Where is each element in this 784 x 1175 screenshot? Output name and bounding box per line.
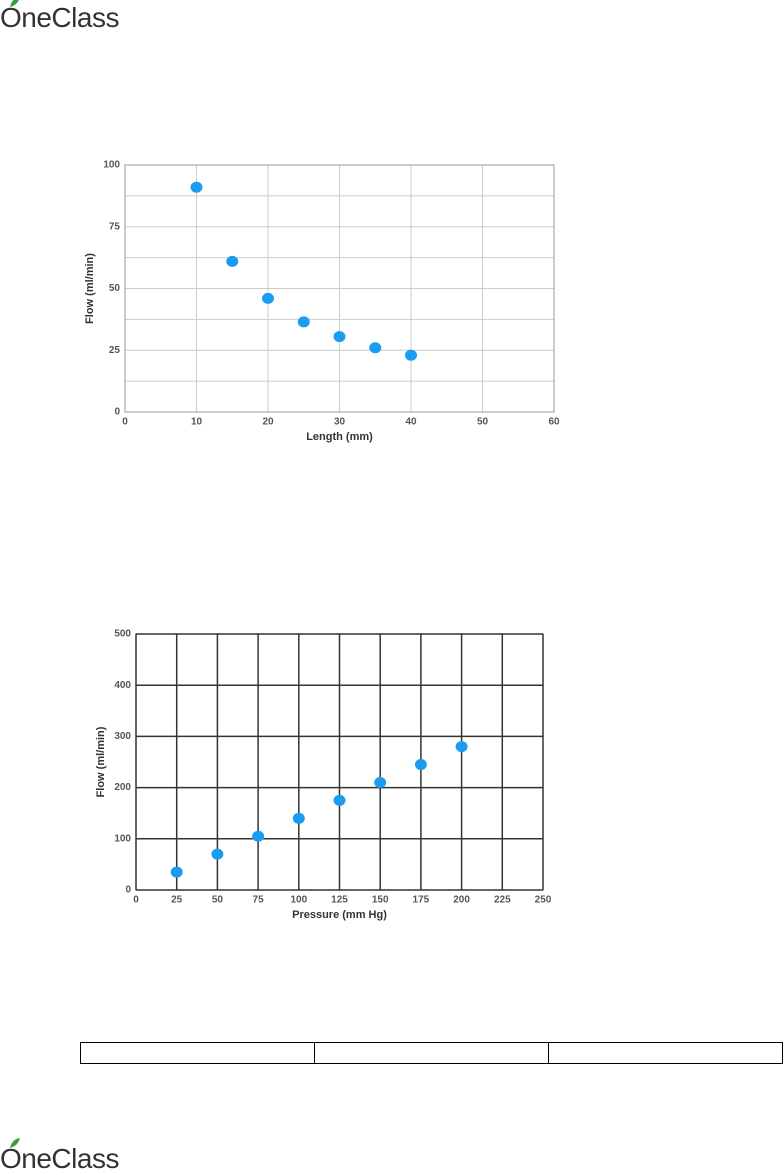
point: [252, 830, 265, 842]
logo: OneClass: [0, 1138, 119, 1175]
y-tick-label: 0: [125, 885, 131, 896]
x-tick-label: 50: [477, 417, 489, 428]
x-tick-label: 200: [453, 895, 470, 906]
x-tick-label: 20: [262, 417, 274, 428]
point: [405, 349, 417, 361]
point: [211, 848, 224, 860]
point: [170, 866, 183, 878]
y-tick-label: 200: [114, 782, 131, 793]
plot-frame: [135, 633, 544, 891]
point: [455, 741, 468, 753]
point: [292, 812, 305, 824]
logo: OneClass: [0, 0, 119, 34]
point: [297, 316, 310, 328]
x-tick-label: 10: [191, 417, 203, 428]
point: [226, 255, 239, 267]
point: [369, 342, 382, 354]
logo-text: OneClass: [0, 2, 119, 33]
x-tick-label: 30: [334, 417, 346, 428]
x-tick-label: 225: [494, 895, 511, 906]
y-tick-label: 100: [114, 833, 131, 844]
logo-text: OneClass: [0, 1143, 119, 1174]
x-tick-label: 75: [253, 895, 265, 906]
x-axis-title: Pressure (mm Hg): [292, 909, 387, 921]
leaf-icon: [10, 1138, 20, 1148]
x-tick-label: 40: [405, 417, 417, 428]
y-axis-title: Flow (ml/min): [95, 726, 107, 797]
y-tick-label: 25: [109, 345, 121, 356]
x-tick-label: 50: [212, 895, 224, 906]
point: [414, 759, 427, 771]
y-tick-label: 75: [109, 221, 121, 232]
leaf-icon: [10, 0, 19, 7]
point: [190, 181, 203, 193]
x-axis-title: Length (mm): [306, 431, 373, 443]
y-tick-label: 0: [114, 407, 120, 418]
y-tick-label: 300: [114, 731, 131, 742]
x-tick-label: 100: [290, 895, 307, 906]
plot-frame: [124, 164, 555, 413]
y-tick-label: 100: [103, 160, 120, 171]
empty-table: [80, 1042, 783, 1064]
x-tick-label: 0: [133, 895, 139, 906]
y-tick-label: 400: [114, 680, 131, 691]
x-tick-label: 175: [413, 895, 430, 906]
point: [333, 331, 346, 343]
x-tick-label: 0: [122, 417, 128, 428]
point: [333, 794, 346, 806]
y-tick-label: 500: [114, 629, 131, 640]
y-axis-title: Flow (ml/min): [84, 253, 96, 324]
x-tick-label: 250: [535, 895, 552, 906]
x-tick-label: 60: [548, 417, 560, 428]
x-tick-label: 125: [331, 895, 348, 906]
x-tick-label: 25: [171, 895, 183, 906]
y-tick-label: 50: [109, 283, 121, 294]
point: [262, 292, 274, 304]
x-tick-label: 150: [372, 895, 389, 906]
point: [374, 776, 387, 788]
